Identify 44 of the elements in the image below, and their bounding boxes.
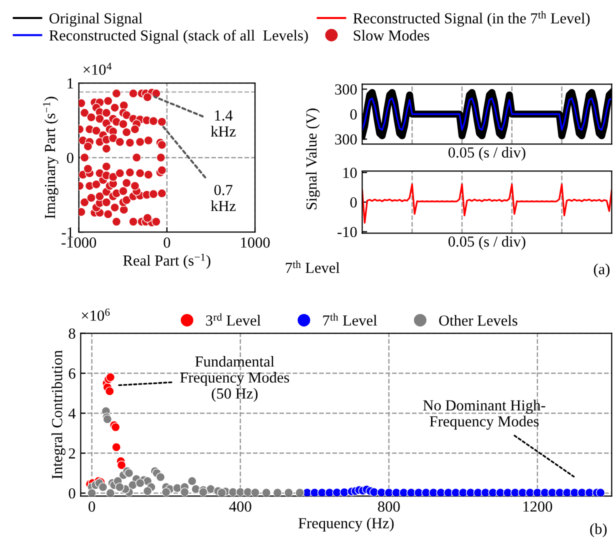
x-axis-title: 0.05 (s / div) [448, 236, 526, 250]
x-tick-label: -1000 [62, 237, 96, 248]
legend-label: Reconstructed Signal (in the 7$^{th}$ Level) [353, 11, 590, 27]
annotation: 1.4 kHz [210, 110, 236, 136]
text: (b) [590, 523, 607, 538]
y-axis-title: Signal Value (V) [306, 108, 320, 210]
y-tick-label: 0 [350, 197, 357, 208]
legend-label: Original Signal [50, 12, 142, 27]
y-tick-label: 300 [335, 134, 357, 145]
y-tick-label: 0 [66, 152, 74, 164]
y-tick-label: -1 [62, 227, 74, 238]
legend-label: Reconstructed Signal (stack of all Levels) [49, 30, 308, 44]
text: (a) [594, 264, 610, 278]
x-tick-label: 1000 [241, 237, 270, 248]
x-axis-title: Frequency (Hz) [298, 518, 394, 532]
legend-label: Other Levels [439, 314, 518, 326]
x-tick-label: 0 [88, 501, 96, 512]
text: ×10$^{6}$ [82, 308, 110, 321]
y-tick-label: 10 [343, 168, 357, 178]
y-axis-title: Integral Contribution [52, 350, 66, 479]
y-tick-label: 4 [68, 408, 76, 419]
y-tick-label: 2 [68, 448, 75, 458]
y-tick-label: 300 [335, 84, 357, 95]
y-tick-label: 0 [350, 109, 357, 120]
y-tick-label: 1 [68, 78, 74, 88]
text: 7$^{th}$ Level [286, 260, 340, 274]
y-tick-label: -10 [338, 226, 357, 238]
text: ×10$^{4}$ [84, 62, 112, 75]
annotation: 0.7 kHz [210, 184, 236, 211]
legend-label: 3$^{rd}$ Level [206, 313, 261, 326]
y-axis-title: Imaginary Part (s$^{−1}$) [43, 96, 58, 219]
x-tick-label: 800 [378, 501, 400, 512]
y-tick-label: 6 [68, 368, 76, 379]
legend-label: Slow Modes [354, 30, 430, 41]
x-tick-label: 0 [164, 237, 170, 248]
annotation: Fundamental Frequency Modes (50 Hz) [180, 356, 290, 402]
x-tick-label: 400 [229, 501, 252, 512]
x-tick-label: 1200 [523, 501, 552, 512]
y-tick-label: 8 [68, 328, 76, 339]
annotation: No Dominant High- Frequency Modes [423, 400, 546, 430]
x-axis-title: Real Part (s$^{−1}$) [123, 254, 210, 269]
y-tick-label: 0 [68, 488, 76, 499]
x-axis-title: 0.05 (s / div) [448, 146, 526, 161]
legend-label: 7$^{th}$ Level [323, 313, 377, 326]
